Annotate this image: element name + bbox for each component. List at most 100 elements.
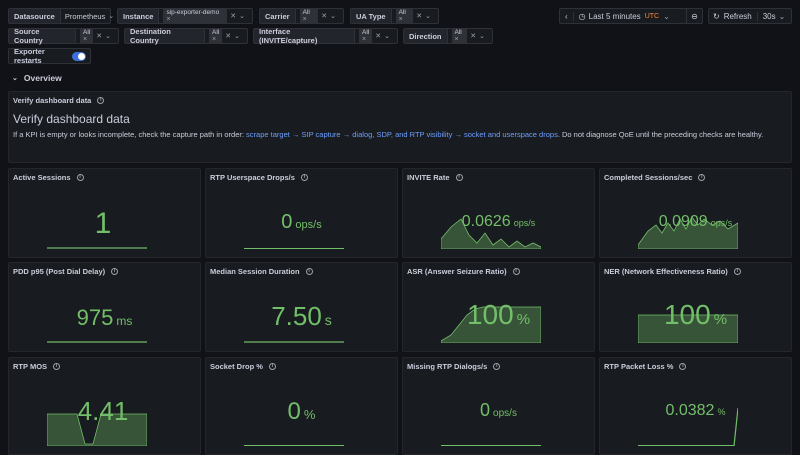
clear-icon[interactable]: ✕: [96, 33, 103, 40]
interface-chip[interactable]: All ×: [359, 28, 373, 44]
stat-number: 0: [480, 400, 491, 420]
panel-title: Active Sessions i: [13, 173, 84, 182]
instance-chip[interactable]: sip-exporter-demo ×: [163, 8, 228, 24]
clear-icon[interactable]: ✕: [321, 13, 328, 20]
direction-label: Direction: [404, 29, 448, 43]
info-icon[interactable]: i: [679, 363, 687, 370]
stat-unit: ops/s: [710, 218, 733, 228]
link-sip-capture[interactable]: SIP capture: [301, 130, 341, 139]
interface-label: Interface (INVITE/capture): [254, 27, 356, 45]
stat-number: 100: [466, 299, 514, 330]
time-range-picker[interactable]: ‹ ◷ Last 5 minutes UTC ⌄ ›: [559, 8, 703, 24]
chevron-down-icon[interactable]: ⌄: [12, 75, 18, 82]
refresh-picker[interactable]: ↻ Refresh 30s ⌄: [708, 8, 792, 24]
stat-number: 1: [94, 207, 112, 240]
interface-picker[interactable]: Interface (INVITE/capture) All × ✕ ⌄: [253, 27, 398, 45]
carrier-label: Carrier: [260, 9, 296, 23]
chevron-down-icon[interactable]: ⌄: [239, 13, 245, 20]
instance-picker[interactable]: Instance sip-exporter-demo × ✕ ⌄: [117, 8, 253, 24]
link-dialog-visibility[interactable]: dialog, SDP, and RTP visibility: [352, 130, 453, 139]
stat-panel[interactable]: INVITE Rate i 0.0626 ops/s: [402, 168, 595, 258]
chevron-down-icon[interactable]: ⌄: [479, 33, 485, 40]
chevron-down-icon[interactable]: ⌄: [234, 33, 240, 40]
stat-panel[interactable]: RTP Userspace Drops/s i 0 ops/s: [205, 168, 398, 258]
refresh-interval[interactable]: 30s: [762, 11, 776, 21]
stat-unit: %: [516, 311, 531, 328]
clear-icon[interactable]: ✕: [416, 13, 423, 20]
close-icon[interactable]: ×: [362, 36, 367, 43]
info-icon[interactable]: i: [698, 174, 706, 181]
sparkline: [47, 341, 147, 343]
clear-icon[interactable]: ✕: [230, 13, 237, 20]
panel-title: Completed Sessions/sec i: [604, 173, 706, 182]
destination-country-picker[interactable]: Destination Country All × ✕ ⌄: [124, 27, 248, 45]
link-socket-drops[interactable]: socket and userspace drops: [464, 130, 558, 139]
exporter-restarts-label: Exporter restarts: [9, 47, 68, 65]
instance-label: Instance: [118, 9, 160, 23]
verify-panel: Verify dashboard data i Verify dashboard …: [8, 91, 792, 163]
panel-title: RTP Userspace Drops/s i: [210, 173, 308, 182]
close-icon[interactable]: ×: [166, 16, 171, 23]
zoom-out-button[interactable]: ⊖: [686, 8, 703, 24]
info-icon[interactable]: i: [111, 268, 119, 275]
row-header-overview[interactable]: ⌄ Overview: [12, 73, 62, 83]
info-icon[interactable]: i: [268, 363, 276, 370]
stat-unit: %: [717, 407, 726, 417]
chevron-down-icon[interactable]: ⌄: [330, 13, 336, 20]
stat-unit: %: [713, 311, 728, 328]
panel-title: Median Session Duration i: [210, 267, 313, 276]
toggle-switch[interactable]: [71, 51, 86, 61]
info-icon[interactable]: i: [733, 268, 741, 275]
direction-picker[interactable]: Direction All × ✕ ⌄: [403, 28, 493, 44]
stat-unit: ops/s: [513, 218, 536, 228]
refresh-label[interactable]: Refresh: [724, 11, 758, 21]
info-icon[interactable]: i: [97, 97, 105, 104]
ua-type-picker[interactable]: UA Type All × ✕ ⌄: [350, 8, 439, 24]
close-icon[interactable]: ×: [212, 36, 217, 43]
stat-panel[interactable]: Missing RTP Dialogs/s i 0 ops/s: [402, 357, 595, 455]
chevron-left-icon[interactable]: ‹: [560, 11, 574, 21]
chevron-down-icon[interactable]: ⌄: [778, 11, 786, 21]
stat-panel[interactable]: RTP MOS i 4.41: [8, 357, 201, 455]
info-icon[interactable]: i: [493, 363, 501, 370]
stat-panel[interactable]: NER (Network Effectiveness Ratio) i 100%: [599, 262, 792, 352]
carrier-picker[interactable]: Carrier All × ✕ ⌄: [259, 8, 344, 24]
clear-icon[interactable]: ✕: [375, 33, 382, 40]
datasource-picker[interactable]: Datasource Prometheus ⌄: [8, 8, 114, 24]
source-country-chip[interactable]: All ×: [80, 28, 94, 44]
carrier-chip[interactable]: All ×: [299, 8, 319, 24]
info-icon[interactable]: i: [300, 174, 308, 181]
row-title: Overview: [23, 73, 62, 83]
chevron-down-icon[interactable]: ⌄: [384, 33, 390, 40]
stat-panel[interactable]: Completed Sessions/sec i 0.0909 ops/s: [599, 168, 792, 258]
stat-panel[interactable]: Median Session Duration i 7.50 s: [205, 262, 398, 352]
close-icon[interactable]: ×: [302, 16, 307, 23]
stat-value: 0 ops/s: [206, 211, 397, 234]
variables-bar: Datasource Prometheus ⌄ Instance sip-expo…: [0, 0, 800, 70]
destination-country-chip[interactable]: All ×: [209, 28, 223, 44]
close-icon[interactable]: ×: [398, 16, 403, 23]
stat-panel[interactable]: Socket Drop % i 0%: [205, 357, 398, 455]
info-icon[interactable]: i: [53, 363, 61, 370]
stat-number: 0.0909: [658, 213, 708, 230]
ua-type-chip[interactable]: All ×: [395, 8, 414, 24]
info-icon[interactable]: i: [76, 174, 84, 181]
direction-chip[interactable]: All ×: [451, 28, 468, 44]
info-icon[interactable]: i: [305, 268, 313, 275]
chevron-down-icon[interactable]: ⌄: [105, 33, 111, 40]
info-icon[interactable]: i: [512, 268, 520, 275]
stat-panel[interactable]: Active Sessions i 1: [8, 168, 201, 258]
stat-panel[interactable]: ASR (Answer Seizure Ratio) i 100%: [402, 262, 595, 352]
chevron-down-icon[interactable]: ⌄: [108, 13, 115, 20]
source-country-picker[interactable]: Source Country All × ✕ ⌄: [8, 27, 119, 45]
stat-panel[interactable]: RTP Packet Loss % i 0.0382%: [599, 357, 792, 455]
close-icon[interactable]: ×: [454, 36, 459, 43]
info-icon[interactable]: i: [455, 174, 463, 181]
clear-icon[interactable]: ✕: [470, 33, 477, 40]
exporter-restarts-toggle[interactable]: Exporter restarts: [8, 47, 91, 65]
clear-icon[interactable]: ✕: [225, 33, 232, 40]
close-icon[interactable]: ×: [83, 36, 88, 43]
chevron-down-icon[interactable]: ⌄: [425, 13, 431, 20]
stat-panel[interactable]: PDD p95 (Post Dial Delay) i 975 ms: [8, 262, 201, 352]
link-scrape-target[interactable]: scrape target: [246, 130, 290, 139]
